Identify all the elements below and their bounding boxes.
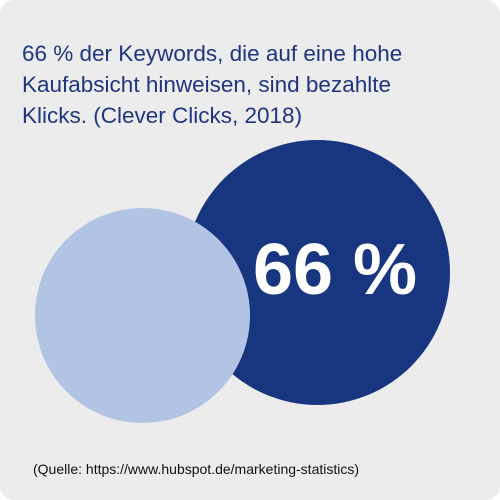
source-citation: (Quelle: https://www.hubspot.de/marketin…: [33, 461, 360, 477]
headline: 66 % der Keywords, die auf eine hohe Kau…: [22, 38, 482, 131]
headline-line-3: Klicks. (Clever Clicks, 2018): [22, 103, 303, 128]
headline-line-2: Kaufabsicht hinweisen, sind bezahlte: [22, 72, 391, 97]
stat-value: 66 %: [252, 230, 418, 310]
light-circle: [35, 208, 250, 423]
headline-line-1: 66 % der Keywords, die auf eine hohe: [22, 41, 403, 66]
